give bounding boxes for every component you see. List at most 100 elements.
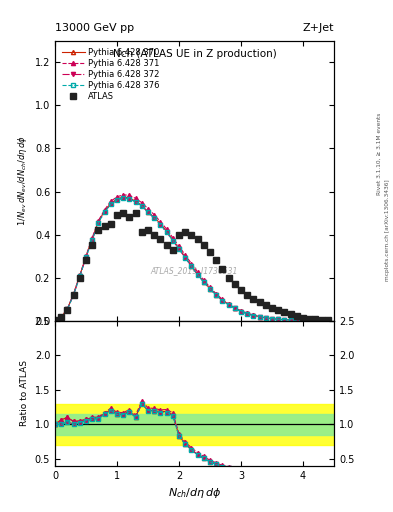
Pythia 6.428 376 bbox=[158, 222, 163, 228]
Pythia 6.428 376 bbox=[133, 199, 138, 205]
Pythia 6.428 376 bbox=[288, 317, 293, 323]
Pythia 6.428 376 bbox=[164, 229, 169, 236]
Pythia 6.428 371 bbox=[77, 272, 82, 279]
Pythia 6.428 372 bbox=[202, 279, 206, 285]
Pythia 6.428 370 bbox=[251, 312, 256, 318]
Pythia 6.428 372 bbox=[164, 229, 169, 236]
Pythia 6.428 371 bbox=[270, 315, 274, 322]
ATLAS bbox=[270, 305, 274, 311]
ATLAS bbox=[183, 229, 187, 236]
Bar bbox=[55, 403, 334, 445]
Pythia 6.428 372 bbox=[121, 195, 126, 201]
ATLAS bbox=[121, 210, 126, 216]
ATLAS bbox=[202, 242, 206, 248]
Pythia 6.428 372 bbox=[263, 315, 268, 321]
Pythia 6.428 372 bbox=[239, 308, 243, 314]
ATLAS bbox=[282, 309, 287, 315]
Pythia 6.428 371 bbox=[226, 301, 231, 307]
ATLAS bbox=[158, 236, 163, 242]
Pythia 6.428 370 bbox=[133, 198, 138, 204]
ATLAS bbox=[325, 317, 330, 323]
Pythia 6.428 372 bbox=[294, 317, 299, 323]
Pythia 6.428 372 bbox=[214, 292, 219, 298]
ATLAS bbox=[140, 229, 144, 236]
Text: Nch (ATLAS UE in Z production): Nch (ATLAS UE in Z production) bbox=[113, 49, 276, 59]
Pythia 6.428 372 bbox=[233, 306, 237, 312]
Pythia 6.428 371 bbox=[127, 193, 132, 199]
Pythia 6.428 370 bbox=[115, 196, 119, 202]
Pythia 6.428 376 bbox=[195, 272, 200, 278]
Pythia 6.428 376 bbox=[208, 286, 212, 292]
Pythia 6.428 370 bbox=[90, 236, 95, 242]
Pythia 6.428 370 bbox=[294, 317, 299, 323]
Pythia 6.428 376 bbox=[220, 297, 225, 304]
Text: mcplots.cern.ch [arXiv:1306.3436]: mcplots.cern.ch [arXiv:1306.3436] bbox=[385, 180, 389, 281]
ATLAS bbox=[102, 223, 107, 229]
Pythia 6.428 376 bbox=[77, 273, 82, 280]
Pythia 6.428 371 bbox=[102, 207, 107, 213]
Pythia 6.428 376 bbox=[294, 317, 299, 323]
Pythia 6.428 370 bbox=[71, 291, 76, 297]
Pythia 6.428 376 bbox=[233, 306, 237, 312]
Pythia 6.428 371 bbox=[301, 317, 305, 324]
Pythia 6.428 370 bbox=[140, 202, 144, 208]
Pythia 6.428 376 bbox=[84, 254, 88, 260]
Pythia 6.428 371 bbox=[133, 195, 138, 201]
Pythia 6.428 370 bbox=[177, 245, 182, 251]
Pythia 6.428 376 bbox=[71, 292, 76, 298]
Pythia 6.428 370 bbox=[263, 315, 268, 321]
Pythia 6.428 376 bbox=[127, 196, 132, 202]
Pythia 6.428 370 bbox=[189, 263, 194, 269]
Pythia 6.428 371 bbox=[319, 317, 324, 324]
ATLAS bbox=[245, 292, 250, 298]
Pythia 6.428 371 bbox=[59, 314, 64, 320]
Pythia 6.428 376 bbox=[251, 312, 256, 318]
Pythia 6.428 372 bbox=[108, 201, 113, 207]
ATLAS bbox=[313, 316, 318, 323]
Pythia 6.428 372 bbox=[251, 312, 256, 318]
Pythia 6.428 376 bbox=[313, 317, 318, 324]
ATLAS bbox=[133, 210, 138, 216]
Pythia 6.428 371 bbox=[71, 291, 76, 297]
Line: Pythia 6.428 372: Pythia 6.428 372 bbox=[53, 196, 330, 323]
Pythia 6.428 370 bbox=[171, 237, 175, 243]
Pythia 6.428 370 bbox=[301, 317, 305, 324]
ATLAS bbox=[294, 313, 299, 319]
Pythia 6.428 372 bbox=[307, 317, 312, 324]
ATLAS bbox=[77, 274, 82, 281]
ATLAS bbox=[239, 287, 243, 293]
Pythia 6.428 371 bbox=[96, 218, 101, 224]
Pythia 6.428 371 bbox=[288, 317, 293, 323]
Pythia 6.428 372 bbox=[115, 197, 119, 203]
Line: Pythia 6.428 370: Pythia 6.428 370 bbox=[53, 195, 330, 323]
ATLAS bbox=[233, 281, 237, 287]
ATLAS bbox=[208, 249, 212, 255]
Pythia 6.428 376 bbox=[226, 302, 231, 308]
Pythia 6.428 376 bbox=[121, 195, 126, 201]
Pythia 6.428 372 bbox=[220, 297, 225, 304]
Pythia 6.428 371 bbox=[307, 317, 312, 324]
Pythia 6.428 371 bbox=[158, 219, 163, 225]
Pythia 6.428 372 bbox=[325, 317, 330, 324]
ATLAS bbox=[307, 316, 312, 322]
Pythia 6.428 372 bbox=[208, 286, 212, 292]
Pythia 6.428 372 bbox=[319, 317, 324, 324]
Pythia 6.428 372 bbox=[96, 220, 101, 226]
Pythia 6.428 370 bbox=[121, 194, 126, 200]
Pythia 6.428 370 bbox=[319, 317, 324, 324]
Pythia 6.428 372 bbox=[226, 302, 231, 308]
Pythia 6.428 371 bbox=[140, 200, 144, 206]
Pythia 6.428 376 bbox=[276, 316, 281, 323]
ATLAS bbox=[171, 246, 175, 252]
Pythia 6.428 370 bbox=[220, 297, 225, 303]
Pythia 6.428 376 bbox=[152, 215, 156, 221]
Pythia 6.428 371 bbox=[263, 315, 268, 321]
Pythia 6.428 376 bbox=[96, 220, 101, 226]
Pythia 6.428 371 bbox=[282, 316, 287, 323]
Y-axis label: $1/N_{ev}\,dN_{ev}/dN_{ch}/d\eta\,d\phi$: $1/N_{ev}\,dN_{ev}/dN_{ch}/d\eta\,d\phi$ bbox=[16, 135, 29, 226]
Pythia 6.428 371 bbox=[313, 317, 318, 324]
Line: Pythia 6.428 376: Pythia 6.428 376 bbox=[53, 196, 330, 322]
Pythia 6.428 370 bbox=[270, 315, 274, 322]
Pythia 6.428 371 bbox=[239, 308, 243, 314]
Pythia 6.428 376 bbox=[108, 201, 113, 207]
